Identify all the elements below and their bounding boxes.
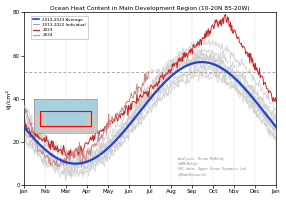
- Text: Jul 08: Jul 08: [148, 69, 160, 78]
- Y-axis label: kJ/cm²: kJ/cm²: [5, 89, 11, 109]
- Title: Ocean Heat Content in Main Development Region (10-20N 85-20W): Ocean Heat Content in Main Development R…: [50, 6, 250, 11]
- Text: Analysis: Brian McNoldy
(@BMcNoldy)
OHC data: Upper Ocean Dynamics Lab
(@RomsRes: Analysis: Brian McNoldy (@BMcNoldy) OHC …: [178, 157, 246, 177]
- Legend: 2013-2023 Average, 2013-2022 Individual, 2023, 2024: 2013-2023 Average, 2013-2022 Individual,…: [31, 16, 88, 39]
